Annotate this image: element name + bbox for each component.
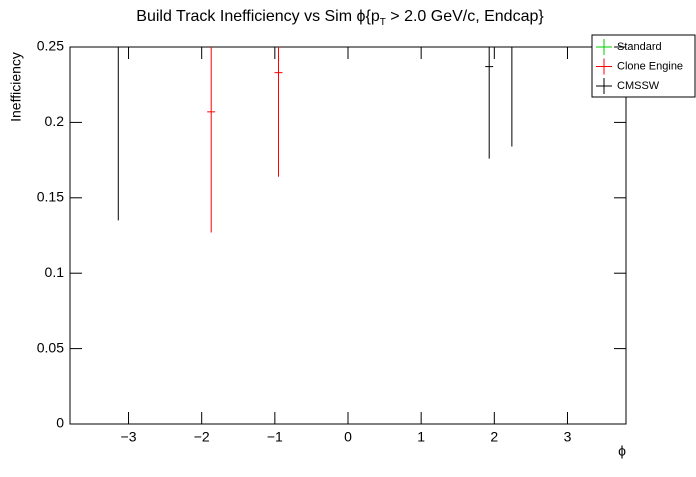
plot-area	[117, 47, 513, 233]
chart-title: Build Track Inefficiency vs Sim ϕ{pT > 2…	[136, 8, 544, 27]
title-subscript: T	[380, 17, 386, 28]
x-tick-label: −1	[267, 429, 283, 445]
x-tick-label: 3	[564, 429, 572, 445]
y-tick-label: 0.1	[45, 264, 65, 280]
legend-box	[591, 34, 696, 98]
y-tick-label: 0.25	[37, 38, 64, 54]
x-tick-label: −2	[194, 429, 210, 445]
legend-label: Standard	[617, 41, 662, 53]
x-tick-label: 2	[490, 429, 498, 445]
y-tick-label: 0.2	[45, 113, 65, 129]
y-tick-label: 0.05	[37, 339, 64, 355]
y-axis-label: Inefficiency	[8, 52, 24, 122]
x-axis-label: ϕ	[618, 443, 626, 459]
legend-label: Clone Engine	[617, 60, 683, 72]
y-tick-label: 0.15	[37, 189, 64, 205]
title-part: Build Track Inefficiency vs Sim ϕ{p	[136, 8, 380, 25]
y-tick-label: 0	[56, 415, 64, 431]
x-tick-label: 1	[417, 429, 425, 445]
legend-label: CMSSW	[617, 80, 660, 92]
x-tick-label: 0	[344, 429, 352, 445]
x-tick-label: −3	[121, 429, 137, 445]
title-part: > 2.0 GeV/c, Endcap}	[386, 8, 545, 25]
